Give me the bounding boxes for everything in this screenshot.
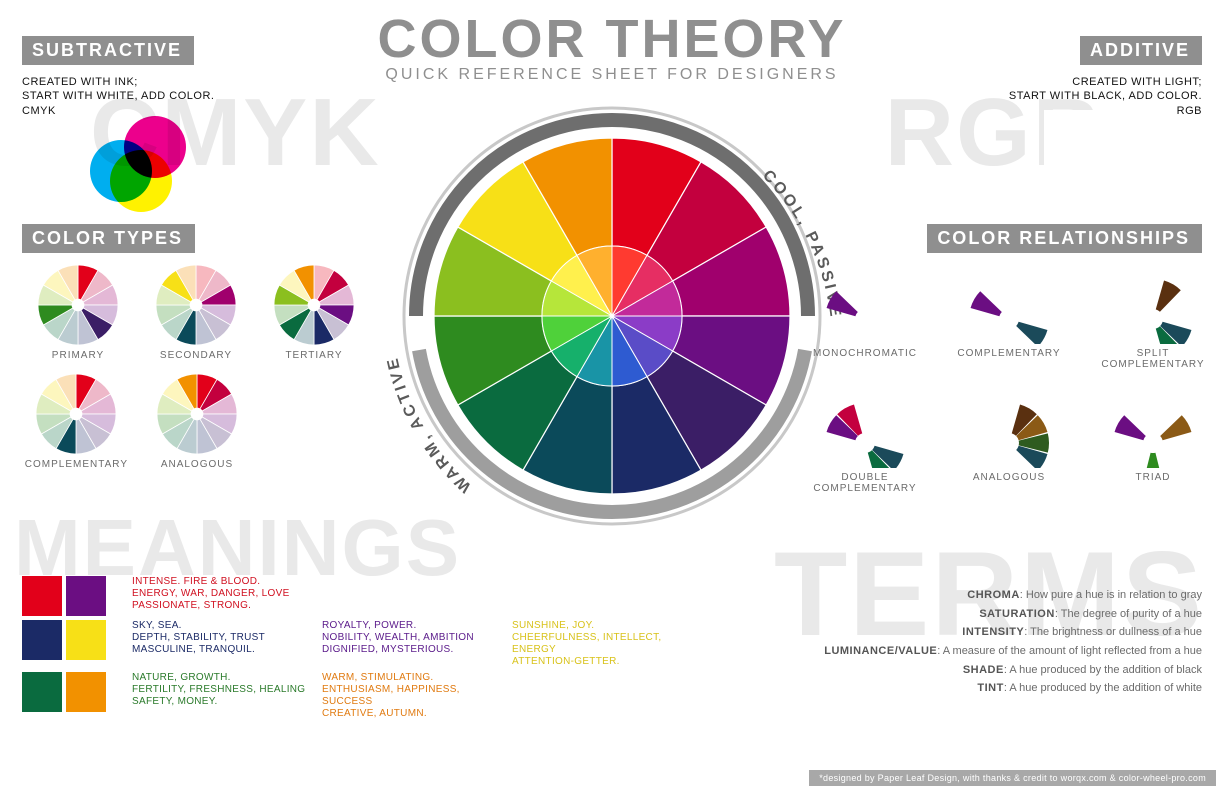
relationship-split-complementary: SPLIT COMPLEMENTARY	[1088, 264, 1218, 370]
meaning-text: WARM, STIMULATING. ENTHUSIASM, HAPPINESS…	[322, 672, 512, 720]
term-line: TINT: A hue produced by the addition of …	[782, 679, 1202, 698]
relationships-block: COLOR RELATIONSHIPS	[927, 224, 1202, 253]
term-line: CHROMA: How pure a hue is in relation to…	[782, 586, 1202, 605]
additive-header: ADDITIVE	[1080, 36, 1202, 65]
relationship-label: SPLIT COMPLEMENTARY	[1101, 348, 1204, 370]
relationship-double-complementary: DOUBLE COMPLEMENTARY	[800, 388, 930, 494]
cmyk-venn	[90, 116, 210, 206]
warm-active-label: WARM, ACTIVE	[384, 354, 475, 496]
mini-wheel-analogous: ANALOGOUS	[156, 373, 238, 470]
mini-wheel-primary: PRIMARY	[28, 264, 128, 361]
term-def: : A measure of the amount of light refle…	[937, 645, 1202, 657]
term-name: CHROMA	[967, 589, 1020, 601]
mini-wheel-label: ANALOGOUS	[161, 459, 233, 470]
relationship-label: MONOCHROMATIC	[813, 348, 917, 359]
relationship-triad: TRIAD	[1088, 388, 1218, 494]
term-name: SATURATION	[979, 608, 1054, 620]
wheel-curved-labels: COOL, PASSIVE WARM, ACTIVE	[352, 56, 872, 576]
term-line: INTENSITY: The brightness or dullness of…	[782, 623, 1202, 642]
meaning-text: NATURE, GROWTH. FERTILITY, FRESHNESS, HE…	[132, 672, 322, 708]
meanings-row: INTENSE. FIRE & BLOOD. ENERGY, WAR, DANG…	[22, 576, 802, 616]
color-swatch	[22, 672, 62, 712]
subtractive-desc: CREATED WITH INK; START WITH WHITE, ADD …	[22, 75, 214, 118]
term-name: TINT	[977, 682, 1003, 694]
term-line: SHADE: A hue produced by the addition of…	[782, 661, 1202, 680]
meanings-row: NATURE, GROWTH. FERTILITY, FRESHNESS, HE…	[22, 672, 802, 720]
relationship-monochromatic: MONOCHROMATIC	[800, 264, 930, 370]
term-def: : How pure a hue is in relation to gray	[1020, 589, 1202, 601]
color-swatch	[22, 576, 62, 616]
main-color-wheel: COOL, PASSIVE WARM, ACTIVE	[392, 96, 832, 536]
color-types-header: COLOR TYPES	[22, 224, 195, 253]
term-name: SHADE	[963, 664, 1004, 676]
mini-wheel-complementary: COMPLEMENTARY	[25, 373, 128, 470]
term-name: LUMINANCE/VALUE	[824, 645, 937, 657]
meaning-text: INTENSE. FIRE & BLOOD. ENERGY, WAR, DANG…	[132, 576, 322, 612]
rgb-venn	[1050, 116, 1170, 206]
color-types-block: COLOR TYPES	[22, 224, 195, 253]
mini-wheel-secondary: SECONDARY	[146, 264, 246, 361]
color-types-grid: PRIMARY SECONDARY TERTIARY COMPLEMENTARY ANA…	[28, 264, 364, 470]
meanings-block: INTENSE. FIRE & BLOOD. ENERGY, WAR, DANG…	[22, 576, 802, 724]
meaning-text: SKY, SEA. DEPTH, STABILITY, TRUST MASCUL…	[132, 620, 322, 656]
term-def: : A hue produced by the addition of blac…	[1004, 664, 1202, 676]
term-line: LUMINANCE/VALUE: A measure of the amount…	[782, 642, 1202, 661]
relationships-grid: MONOCHROMATIC COMPLEMENTARY SPLIT COMPLEME…	[800, 264, 1218, 494]
relationships-header: COLOR RELATIONSHIPS	[927, 224, 1202, 253]
credit-line: *designed by Paper Leaf Design, with tha…	[809, 770, 1216, 786]
additive-block: ADDITIVE CREATED WITH LIGHT; START WITH …	[1009, 36, 1202, 118]
meaning-text: SUNSHINE, JOY. CHEERFULNESS, INTELLECT, …	[512, 620, 702, 668]
relationship-label: COMPLEMENTARY	[957, 348, 1060, 359]
term-def: : The brightness or dullness of a hue	[1024, 626, 1202, 638]
venn-circle	[110, 150, 172, 212]
relationship-label: DOUBLE COMPLEMENTARY	[813, 472, 916, 494]
term-def: : A hue produced by the addition of whit…	[1004, 682, 1202, 694]
relationship-analogous: ANALOGOUS	[944, 388, 1074, 494]
mini-wheel-label: SECONDARY	[160, 350, 232, 361]
color-swatch	[66, 672, 106, 712]
subtractive-header: SUBTRACTIVE	[22, 36, 194, 65]
meanings-row: SKY, SEA. DEPTH, STABILITY, TRUST MASCUL…	[22, 620, 802, 668]
term-name: INTENSITY	[962, 626, 1024, 638]
mini-wheel-label: TERTIARY	[285, 350, 342, 361]
relationship-label: ANALOGOUS	[973, 472, 1045, 483]
term-def: : The degree of purity of a hue	[1055, 608, 1202, 620]
terms-block: CHROMA: How pure a hue is in relation to…	[782, 586, 1202, 698]
color-swatch	[22, 620, 62, 660]
meaning-text: ROYALTY, POWER. NOBILITY, WEALTH, AMBITI…	[322, 620, 512, 656]
mini-wheel-tertiary: TERTIARY	[264, 264, 364, 361]
relationship-complementary: COMPLEMENTARY	[944, 264, 1074, 370]
color-swatch	[66, 576, 106, 616]
venn-circle	[1102, 146, 1164, 208]
mini-wheel-label: PRIMARY	[52, 350, 104, 361]
mini-wheel-label: COMPLEMENTARY	[25, 459, 128, 470]
term-line: SATURATION: The degree of purity of a hu…	[782, 605, 1202, 624]
subtractive-block: SUBTRACTIVE CREATED WITH INK; START WITH…	[22, 36, 214, 118]
color-swatch	[66, 620, 106, 660]
relationship-label: TRIAD	[1136, 472, 1171, 483]
